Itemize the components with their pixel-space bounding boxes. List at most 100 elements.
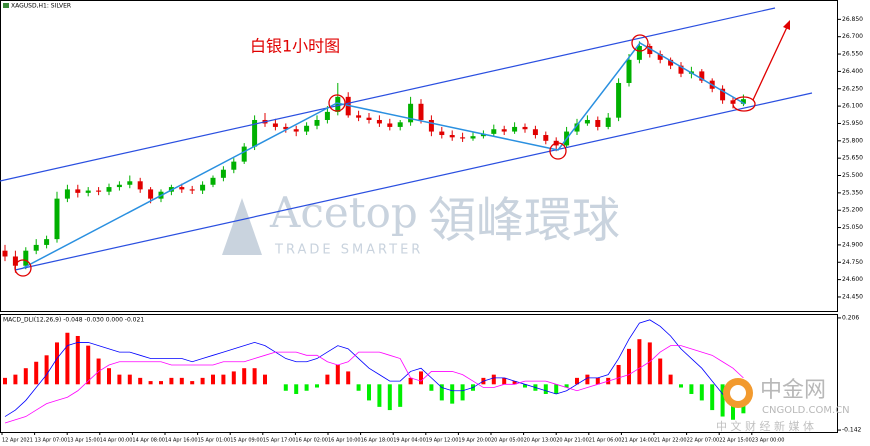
- site-watermark: 中金网 CNGOLD.COM.CN 中 文 财 经 新 媒 体: [716, 378, 850, 433]
- candle-body: [293, 129, 299, 132]
- site-logo-inner: [730, 385, 746, 401]
- candle-body: [376, 119, 382, 124]
- histogram-bar: [637, 339, 642, 385]
- candle-body: [44, 239, 50, 245]
- candle-body: [106, 187, 112, 192]
- x-tick-label: 16 Apr 18:00: [361, 438, 394, 444]
- candle-body: [449, 135, 455, 138]
- y-tick-label: 24.450: [842, 293, 863, 300]
- candle-body: [397, 122, 403, 127]
- histogram-bar: [439, 384, 444, 401]
- histogram-bar: [335, 364, 340, 385]
- main-frame: [0, 0, 838, 312]
- candle-body: [231, 161, 237, 170]
- candle-body: [12, 256, 18, 266]
- x-tick-label: 13 Apr 15:00: [67, 438, 100, 444]
- histogram-bar: [263, 374, 267, 385]
- histogram-bar: [346, 371, 351, 385]
- histogram-bar: [55, 342, 59, 385]
- marker-circle: [732, 96, 756, 112]
- histogram-bar: [554, 384, 559, 394]
- watermark-brand: Acetop: [269, 188, 418, 237]
- arrow-head: [783, 20, 790, 30]
- histogram-bar: [585, 374, 590, 385]
- x-tick-label: 19 Apr 20:00: [458, 438, 491, 444]
- y-tick-label: 25.800: [842, 137, 863, 144]
- candle-body: [179, 187, 185, 190]
- candle-body: [189, 189, 195, 191]
- candle-body: [75, 189, 81, 193]
- candle-body: [241, 146, 247, 162]
- candle-body: [647, 45, 653, 55]
- candle-body: [605, 117, 611, 127]
- histogram-bar: [200, 377, 205, 385]
- y-tick-label: 25.950: [842, 120, 863, 127]
- candle-body: [480, 133, 486, 137]
- candle-body: [356, 115, 362, 118]
- histogram-bar: [502, 377, 507, 385]
- channel-lower: [14, 92, 813, 271]
- y-tick-label: 25.200: [842, 207, 863, 214]
- candle-body: [64, 189, 70, 199]
- symbol-icon: [3, 3, 9, 8]
- histogram-bar: [34, 361, 39, 385]
- x-tick-label: 21 Apr 22:00: [654, 438, 687, 444]
- macd-line: [4, 345, 744, 424]
- histogram-bar: [23, 368, 28, 385]
- candle-body: [418, 103, 424, 120]
- histogram-bar: [3, 377, 7, 385]
- histogram-bar: [325, 374, 330, 385]
- candle-body: [720, 88, 726, 101]
- macd-frame: [0, 314, 838, 433]
- histogram-bar: [689, 384, 694, 394]
- candle-body: [740, 99, 746, 104]
- candle-body: [439, 131, 445, 136]
- candle-body: [387, 123, 393, 127]
- y-tick-label: 25.650: [842, 155, 863, 162]
- candle-body: [678, 65, 684, 74]
- histogram-bar: [543, 384, 548, 394]
- panel-frames: [0, 0, 838, 433]
- candle-body: [668, 59, 674, 66]
- histogram-bar: [398, 384, 403, 407]
- candle-body: [85, 190, 91, 193]
- histogram-bar: [668, 374, 673, 385]
- x-tick-label: 21 Apr 14:00: [621, 438, 654, 444]
- candle-body: [532, 129, 538, 136]
- y-tick-label: -0.142: [842, 427, 862, 434]
- candle-body: [512, 126, 518, 132]
- forecast-arrow: [752, 24, 789, 101]
- histogram-bar: [377, 384, 382, 407]
- candle-body: [595, 119, 601, 127]
- histogram-bar: [595, 377, 600, 385]
- candle-body: [96, 190, 102, 192]
- histogram-bar: [647, 342, 652, 385]
- x-tick-label: 20 Apr 13:00: [524, 438, 557, 444]
- x-tick-label: 22 Apr 15:00: [719, 438, 752, 444]
- chart-annotation: 白银1小时图: [250, 37, 340, 56]
- macd-label: MACD_DLI(12,26,9) -0.048 -0.030 0.000 -0…: [3, 317, 144, 324]
- histogram-bar: [658, 358, 663, 385]
- candle-body: [220, 169, 226, 178]
- candle-body: [148, 189, 154, 199]
- candle-body: [283, 126, 289, 130]
- y-tick-label: 26.550: [842, 51, 863, 58]
- candle-body: [324, 111, 330, 120]
- x-tick-label: 15 Apr 01:00: [198, 438, 231, 444]
- marker-circle: [14, 259, 32, 277]
- histogram-bar: [679, 384, 683, 388]
- x-tick-label: 14 Apr 08:00: [132, 438, 165, 444]
- histogram-bar: [367, 384, 371, 401]
- histogram-bar: [512, 381, 517, 385]
- candle-body: [304, 125, 310, 132]
- x-tick-label: 15 Apr 09:00: [230, 438, 263, 444]
- histogram-bar: [491, 374, 496, 385]
- histogram-bar: [710, 384, 715, 411]
- watermark-brand-cn: 領峰環球: [428, 193, 620, 249]
- histogram-bar: [304, 384, 309, 391]
- y-tick-label: 25.050: [842, 224, 863, 231]
- x-tick-label: 21 Apr 06:00: [589, 438, 622, 444]
- candle-body: [460, 137, 466, 139]
- histogram-bar: [450, 384, 455, 404]
